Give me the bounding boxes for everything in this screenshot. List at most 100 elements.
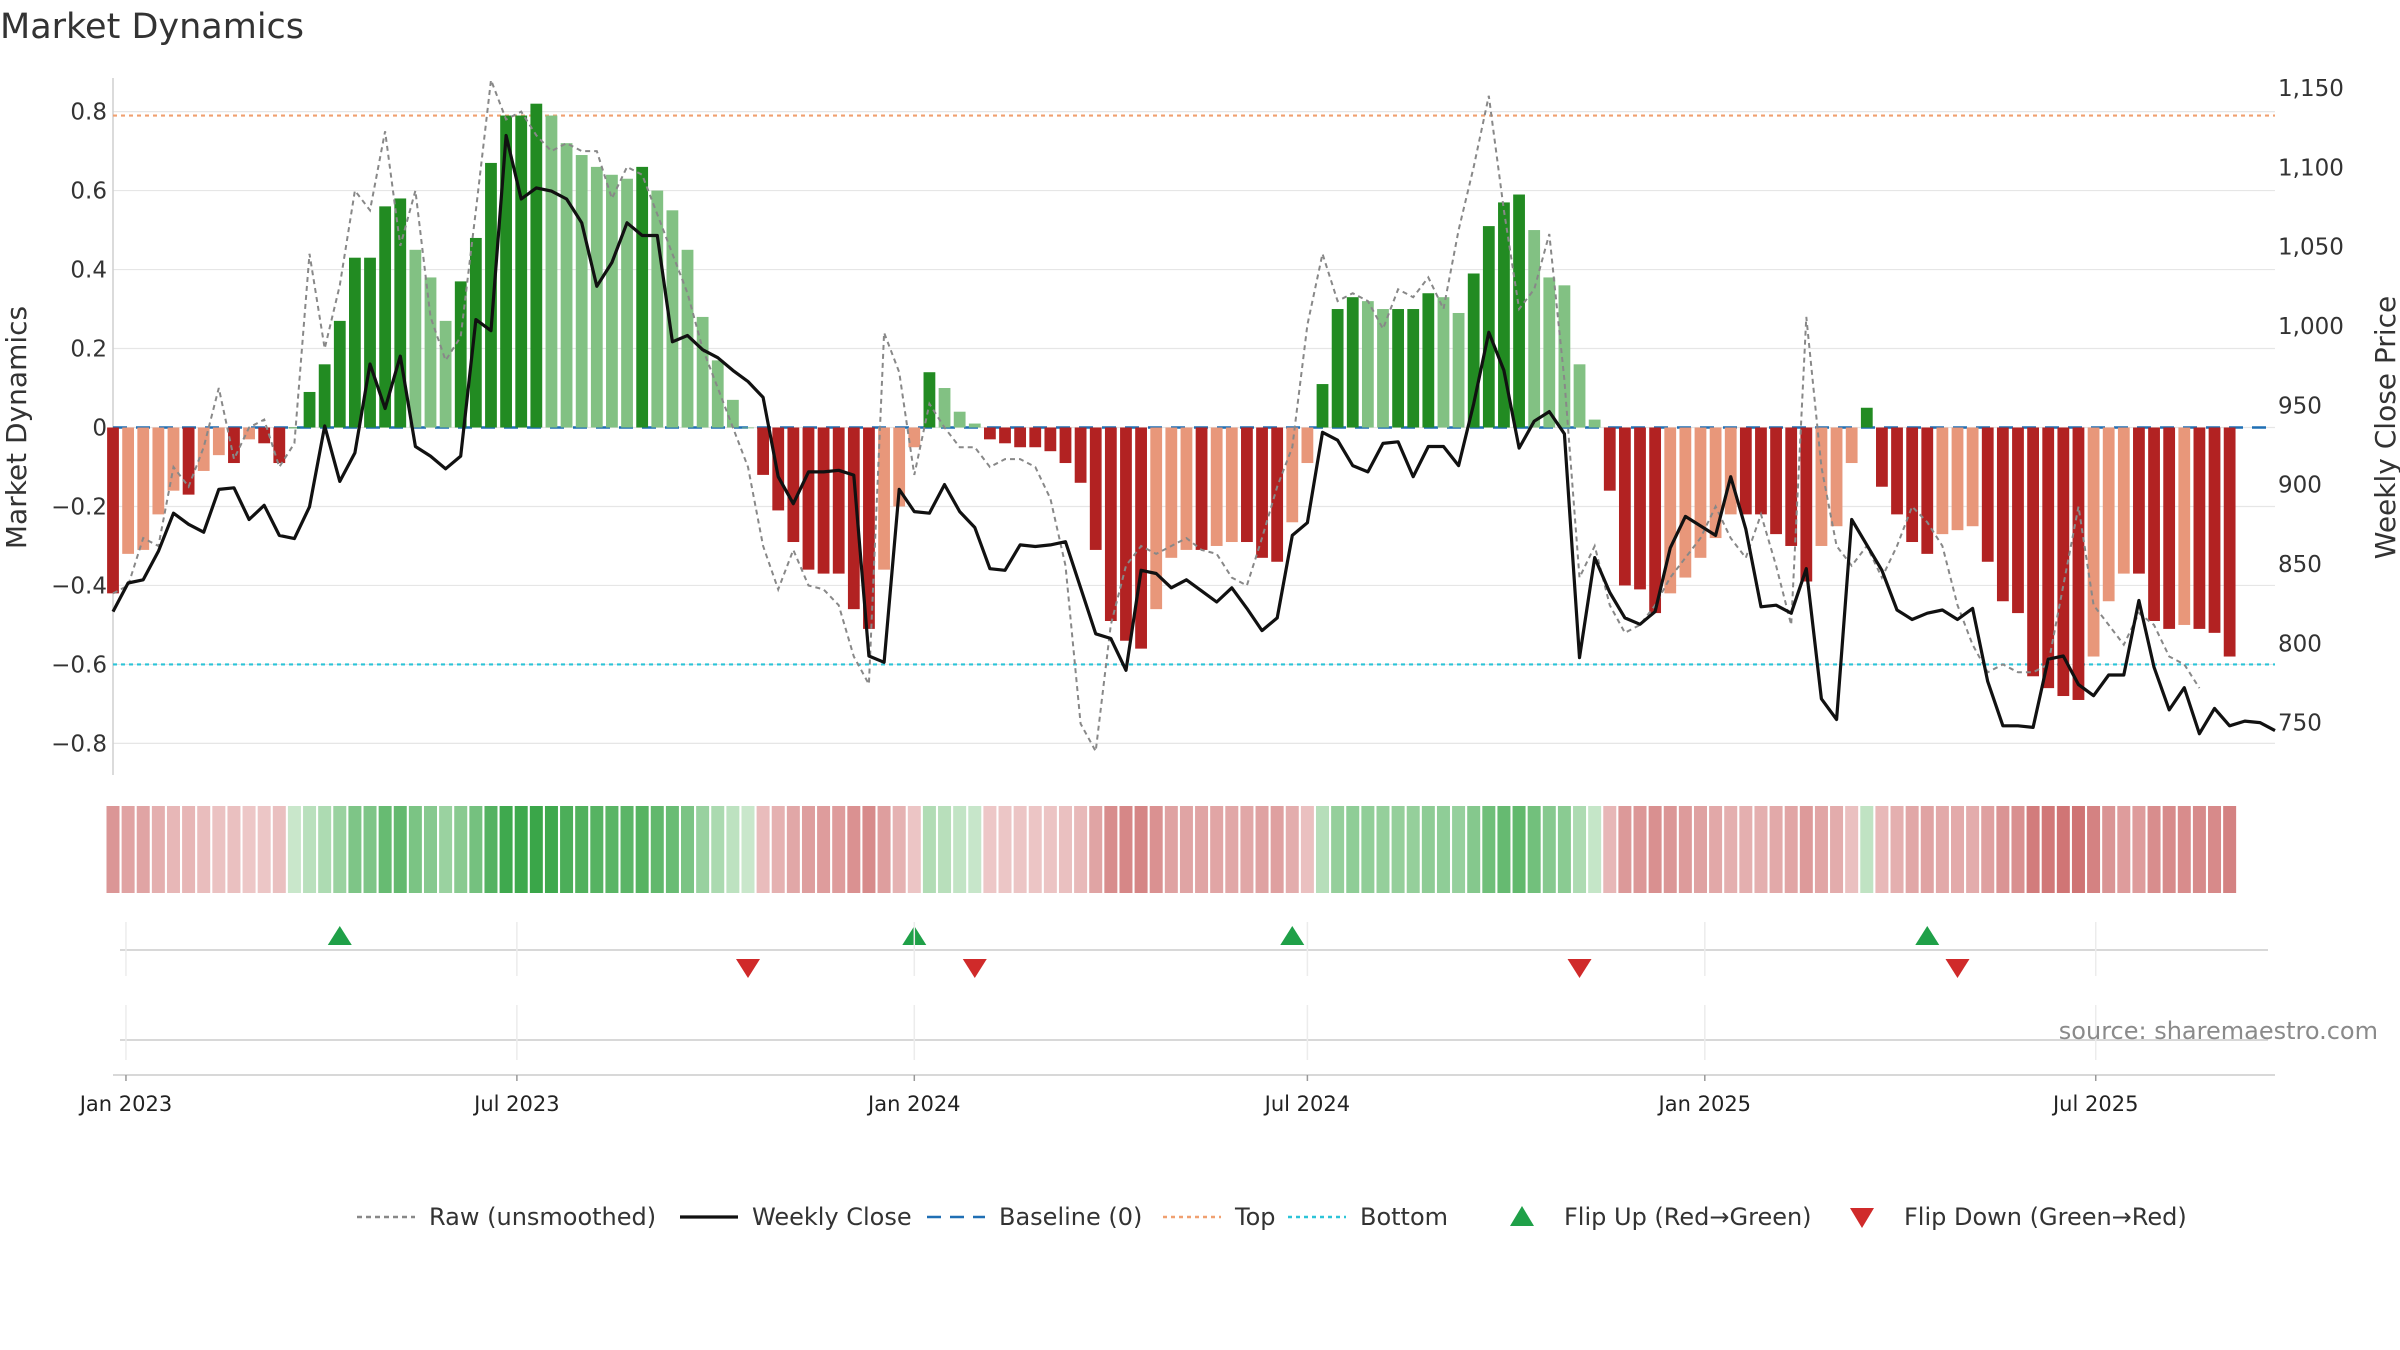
strip-cell xyxy=(922,806,936,893)
right-tick-label: 850 xyxy=(2278,552,2322,578)
bar xyxy=(878,427,890,570)
strip-cell xyxy=(726,806,740,893)
legend-label: Baseline (0) xyxy=(999,1203,1142,1231)
strip-cell xyxy=(1361,806,1375,893)
bar xyxy=(1437,297,1450,428)
bar xyxy=(1951,427,1964,531)
legend-label: Flip Down (Green→Red) xyxy=(1904,1203,2187,1231)
y-tick-labels: −0.8 −0.6 −0.4 −0.2 0 0.2 0.4 0.6 0.8 750 800 850 90… xyxy=(51,76,2344,757)
strip-cell xyxy=(1331,806,1345,893)
bar xyxy=(1180,427,1193,550)
bar xyxy=(1074,427,1087,483)
strip-cell xyxy=(182,806,196,893)
x-tick-label: Jul 2024 xyxy=(1263,1092,1350,1116)
bar xyxy=(802,427,815,570)
bar xyxy=(711,360,724,428)
bar xyxy=(1361,301,1374,428)
legend-label: Top xyxy=(1234,1203,1276,1231)
bar xyxy=(938,388,951,428)
bar xyxy=(1513,194,1525,428)
strip-cell xyxy=(1663,806,1677,893)
bar xyxy=(1936,427,1949,535)
bar xyxy=(273,427,286,464)
strip-cell xyxy=(499,806,513,893)
bar xyxy=(1558,285,1571,428)
bar xyxy=(560,143,573,428)
flip-down-marker xyxy=(962,959,987,978)
strip-cell xyxy=(257,806,271,893)
bar xyxy=(1679,427,1692,578)
strip-cell xyxy=(1391,806,1405,893)
bar xyxy=(1770,427,1782,535)
strip-cell xyxy=(1981,806,1995,893)
bar xyxy=(953,411,966,428)
bar xyxy=(1634,427,1646,590)
bar xyxy=(364,257,376,428)
bar xyxy=(1755,427,1767,515)
strip-cell xyxy=(1270,806,1284,893)
right-tick-label: 1,150 xyxy=(2278,76,2344,102)
bar xyxy=(1996,427,2009,602)
bar xyxy=(1573,364,1586,428)
strip-cell xyxy=(1905,806,1919,893)
strip-cell xyxy=(907,806,921,893)
bar xyxy=(863,427,875,629)
bar xyxy=(1346,297,1359,428)
strip-cell xyxy=(998,806,1012,893)
bar xyxy=(1104,427,1117,621)
strip-cell xyxy=(1890,806,1904,893)
strip-cell xyxy=(756,806,770,893)
bar xyxy=(2057,427,2070,697)
x-tick-label: Jul 2025 xyxy=(2051,1092,2138,1116)
strip-cell xyxy=(454,806,468,893)
strip-cell xyxy=(1058,806,1072,893)
strip-cell xyxy=(2208,806,2222,893)
strip-cell xyxy=(348,806,362,893)
strip-cell xyxy=(484,806,498,893)
strip-cell xyxy=(1240,806,1254,893)
bar xyxy=(318,364,331,428)
bar xyxy=(1241,427,1253,543)
strip-cell xyxy=(303,806,317,893)
bar xyxy=(1845,427,1858,464)
strip-cell xyxy=(1739,806,1753,893)
right-axis-label: Weekly Close Price xyxy=(2369,296,2400,559)
strip-cell xyxy=(1996,806,2010,893)
bar xyxy=(1860,407,1873,428)
strip-cell xyxy=(1588,806,1602,893)
close-line xyxy=(111,133,2276,736)
bar xyxy=(303,391,316,428)
legend-swatch xyxy=(1510,1206,1534,1226)
bar xyxy=(757,427,770,475)
bar xyxy=(1876,427,1888,487)
left-tick-label: −0.2 xyxy=(51,494,107,520)
bar xyxy=(968,423,981,428)
bar xyxy=(1150,427,1163,610)
bar xyxy=(832,427,845,574)
strip-cell xyxy=(2177,806,2191,893)
chart-title: Market Dynamics xyxy=(0,7,304,47)
bar xyxy=(530,103,543,428)
x-axis: Jan 2023 Jul 2023 Jan 2024 Jul 2024 Jan 2025… xyxy=(78,922,2275,1116)
left-axis-label: Market Dynamics xyxy=(0,306,33,549)
strip-cell xyxy=(1920,806,1934,893)
left-tick-label: 0.4 xyxy=(70,258,107,284)
strip-cell xyxy=(1134,806,1148,893)
strip-cell xyxy=(1573,806,1587,893)
strip-cell xyxy=(817,806,831,893)
bar xyxy=(787,427,800,543)
strip-cell xyxy=(2026,806,2040,893)
right-tick-label: 900 xyxy=(2278,473,2322,499)
bar xyxy=(1588,419,1601,428)
legend: Raw (unsmoothed) Weekly Close Baseline (0)… xyxy=(357,1203,2187,1231)
bar xyxy=(1059,427,1072,464)
bar xyxy=(893,427,906,507)
bar xyxy=(228,427,240,464)
strip-cell xyxy=(620,806,634,893)
strip-cell xyxy=(106,806,120,893)
strip-cell xyxy=(1935,806,1949,893)
strip-cell xyxy=(1966,806,1980,893)
legend-label: Bottom xyxy=(1360,1203,1448,1231)
bar xyxy=(2102,427,2115,602)
